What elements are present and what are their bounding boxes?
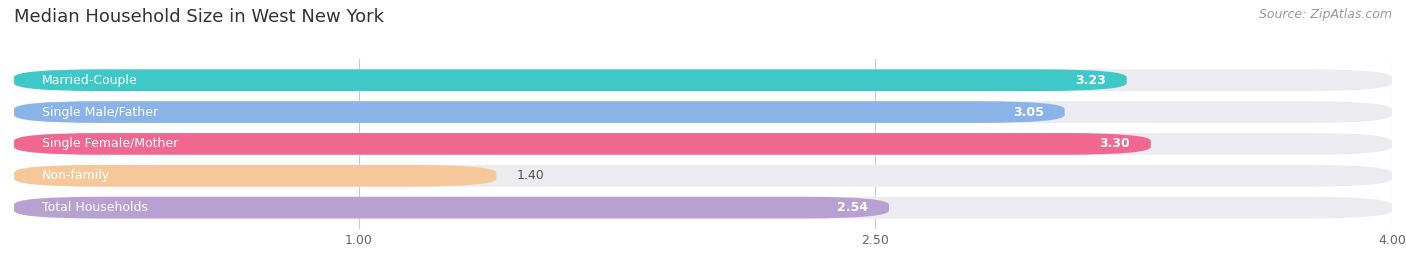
Text: 3.30: 3.30: [1099, 137, 1130, 150]
FancyBboxPatch shape: [14, 101, 1064, 123]
FancyBboxPatch shape: [14, 69, 1126, 91]
FancyBboxPatch shape: [14, 69, 1392, 91]
FancyBboxPatch shape: [14, 133, 1150, 155]
FancyBboxPatch shape: [14, 101, 1392, 123]
Text: Single Female/Mother: Single Female/Mother: [42, 137, 179, 150]
Text: 3.05: 3.05: [1014, 105, 1045, 119]
Text: Married-Couple: Married-Couple: [42, 74, 138, 87]
Text: 3.23: 3.23: [1076, 74, 1107, 87]
Text: Total Households: Total Households: [42, 201, 148, 214]
Text: Single Male/Father: Single Male/Father: [42, 105, 157, 119]
FancyBboxPatch shape: [14, 197, 1392, 218]
FancyBboxPatch shape: [14, 133, 1392, 155]
FancyBboxPatch shape: [14, 197, 889, 218]
Text: Source: ZipAtlas.com: Source: ZipAtlas.com: [1258, 8, 1392, 21]
Text: 1.40: 1.40: [517, 169, 544, 182]
FancyBboxPatch shape: [14, 165, 1392, 187]
Text: 2.54: 2.54: [838, 201, 869, 214]
FancyBboxPatch shape: [14, 165, 496, 187]
Text: Non-family: Non-family: [42, 169, 110, 182]
Text: Median Household Size in West New York: Median Household Size in West New York: [14, 8, 384, 26]
